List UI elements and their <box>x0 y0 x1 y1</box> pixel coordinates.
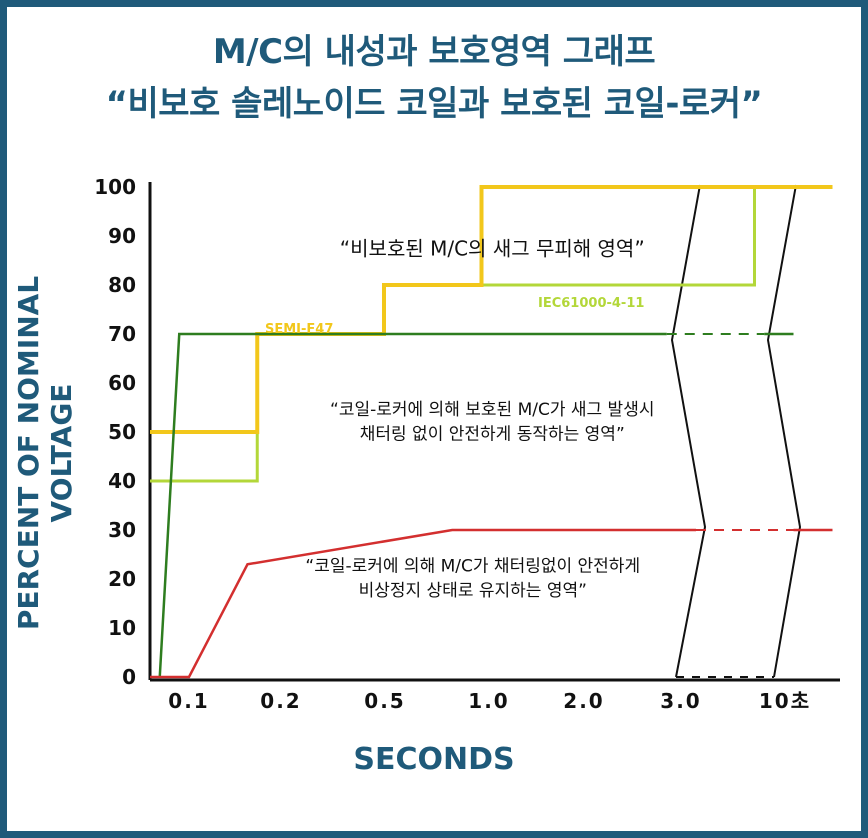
y-tick-label: 60 <box>108 371 136 395</box>
x-tick-label: 1.0 <box>468 689 509 713</box>
region-annotation: “코일-로커에 의해 보호된 M/C가 새그 발생시 <box>330 400 654 420</box>
y-tick-label: 20 <box>108 567 136 591</box>
region-annotation: “비보호된 M/C의 새그 무피해 영역” <box>340 237 645 261</box>
x-tick-label: 2.0 <box>563 689 604 713</box>
region-annotation: “코일-로커에 의해 M/C가 채터링없이 안전하게 <box>305 557 640 577</box>
y-tick-label: 100 <box>94 175 136 199</box>
y-tick-label: 50 <box>108 420 136 444</box>
y-tick-label: 0 <box>122 665 136 689</box>
x-tick-label: 0.2 <box>260 689 301 713</box>
axis-break-line <box>766 184 802 678</box>
y-tick-label: 40 <box>108 469 136 493</box>
x-tick-label: 10초 <box>759 689 811 713</box>
series-red-line <box>150 528 696 679</box>
semi-f47-label: SEMI-F47 <box>265 322 333 337</box>
chart-title-line2: “비보호 솔레노이드 코일과 보호된 코일-로커” <box>105 84 763 124</box>
region-annotation: 비상정지 상태로 유지하는 영역” <box>359 581 587 601</box>
series-green-line <box>158 332 667 678</box>
x-tick-label: 3.0 <box>660 689 701 713</box>
region-annotation: 채터링 없이 안전하게 동작하는 영역” <box>360 424 625 444</box>
series-semi-line <box>150 185 833 434</box>
iec61000-label: IEC61000-4-11 <box>538 296 644 311</box>
y-tick-label: 10 <box>108 616 136 640</box>
y-tick-label: 90 <box>108 224 136 248</box>
chart-title-line1: M/C의 내성과 보호영역 그래프 <box>212 32 656 72</box>
x-tick-label: 0.1 <box>168 689 209 713</box>
y-tick-label: 70 <box>108 322 136 346</box>
x-axis-label: SECONDS <box>353 742 515 777</box>
axis-break-line <box>670 184 707 678</box>
y-tick-label: 80 <box>108 273 136 297</box>
x-tick-label: 0.5 <box>364 689 405 713</box>
y-tick-label: 30 <box>108 518 136 542</box>
